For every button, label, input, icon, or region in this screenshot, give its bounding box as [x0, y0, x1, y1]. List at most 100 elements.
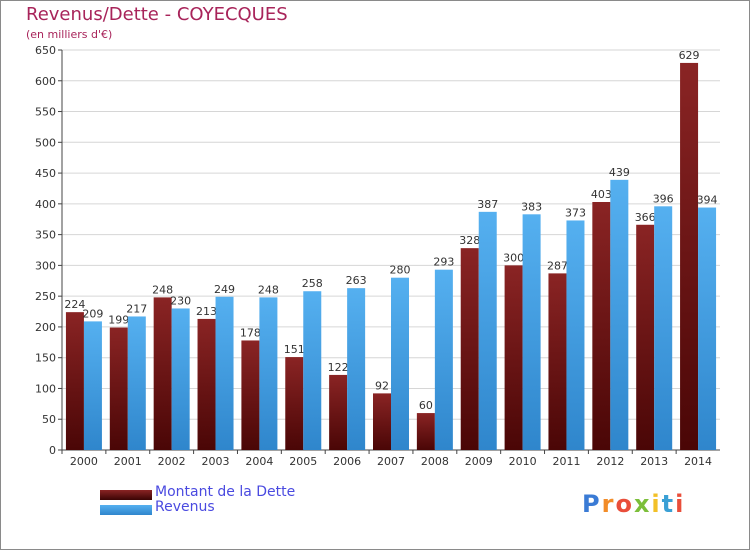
data-label-revenue: 263 [346, 274, 367, 287]
bar-debt [416, 413, 435, 450]
data-label-debt: 224 [64, 298, 85, 311]
data-label-debt: 60 [419, 399, 433, 412]
x-tick-label: 2011 [552, 455, 580, 468]
bar-debt [592, 202, 611, 450]
x-tick-label: 2007 [377, 455, 405, 468]
data-label-debt: 213 [196, 305, 217, 318]
data-label-debt: 122 [328, 361, 349, 374]
proxiti-logo: Proxiti [582, 490, 685, 518]
y-tick-label: 600 [35, 75, 56, 88]
data-label-debt: 151 [284, 343, 305, 356]
x-tick-label: 2005 [289, 455, 317, 468]
data-label-debt: 92 [375, 379, 389, 392]
data-label-revenue: 258 [302, 277, 323, 290]
legend-label-debt: Montant de la Dette [155, 484, 296, 500]
logo-letter: r [601, 490, 616, 518]
data-label-revenue: 209 [82, 307, 103, 320]
logo-letter: o [615, 490, 634, 518]
y-tick-label: 150 [35, 352, 56, 365]
bar-revenue [566, 220, 585, 450]
bar-debt [153, 297, 172, 450]
bar-revenue [698, 207, 717, 450]
data-label-debt: 178 [240, 326, 261, 339]
x-tick-label: 2006 [333, 455, 361, 468]
bar-debt [109, 327, 128, 450]
bar-revenue [215, 296, 234, 450]
x-tick-label: 2001 [114, 455, 142, 468]
bar-debt [197, 318, 216, 450]
x-tick-label: 2002 [158, 455, 186, 468]
y-tick-label: 50 [42, 413, 56, 426]
chart-subtitle: (en milliers d'€) [26, 28, 113, 41]
bar-revenue [171, 308, 190, 450]
bar-debt [504, 265, 523, 450]
bar-debt [636, 224, 655, 450]
data-label-revenue: 396 [653, 192, 674, 205]
x-tick-label: 2013 [640, 455, 668, 468]
x-tick-label: 2014 [684, 455, 712, 468]
bar-revenue [522, 214, 541, 450]
x-tick-label: 2009 [465, 455, 493, 468]
logo-letter: i [651, 490, 662, 518]
data-label-debt: 287 [547, 259, 568, 272]
logo-letter: i [675, 490, 686, 518]
bar-debt [329, 374, 348, 450]
bar-revenue [347, 288, 366, 450]
y-tick-label: 0 [49, 444, 56, 457]
data-label-debt: 629 [679, 49, 700, 62]
x-tick-label: 2003 [202, 455, 230, 468]
x-tick-label: 2004 [245, 455, 273, 468]
logo-letter: P [582, 490, 602, 518]
bar-debt [65, 312, 84, 450]
bar-revenue [610, 179, 629, 450]
y-tick-label: 300 [35, 259, 56, 272]
y-tick-label: 350 [35, 229, 56, 242]
bar-revenue [434, 269, 453, 450]
data-label-revenue: 249 [214, 283, 235, 296]
bar-debt [285, 357, 304, 450]
data-label-revenue: 217 [126, 302, 147, 315]
data-label-revenue: 383 [521, 200, 542, 213]
y-tick-label: 400 [35, 198, 56, 211]
data-label-debt: 403 [591, 188, 612, 201]
bar-debt [460, 248, 479, 450]
bar-revenue [303, 291, 322, 450]
legend-swatch-debt [100, 490, 152, 500]
data-label-debt: 328 [459, 234, 480, 247]
data-label-revenue: 280 [390, 264, 411, 277]
bar-debt [241, 340, 260, 450]
logo-letter: x [633, 490, 652, 518]
bar-debt [548, 273, 567, 450]
y-tick-label: 100 [35, 382, 56, 395]
bar-revenue [83, 321, 102, 450]
data-label-revenue: 439 [609, 166, 630, 179]
data-label-debt: 199 [108, 314, 129, 327]
data-label-debt: 366 [635, 211, 656, 224]
x-tick-label: 2008 [421, 455, 449, 468]
y-tick-label: 550 [35, 106, 56, 119]
legend-swatch-revenue [100, 505, 152, 515]
x-tick-label: 2012 [596, 455, 624, 468]
x-tick-label: 2000 [70, 455, 98, 468]
bar-revenue [654, 206, 673, 450]
data-label-debt: 300 [503, 251, 524, 264]
data-label-revenue: 394 [697, 194, 718, 207]
y-tick-label: 200 [35, 321, 56, 334]
data-label-revenue: 230 [170, 294, 191, 307]
legend-label-revenue: Revenus [155, 499, 215, 515]
bar-revenue [478, 211, 497, 450]
data-label-revenue: 373 [565, 206, 586, 219]
bar-revenue [391, 277, 409, 450]
bar-debt [680, 62, 699, 451]
data-label-revenue: 248 [258, 283, 279, 296]
y-tick-label: 250 [35, 290, 56, 303]
y-tick-label: 450 [35, 167, 56, 180]
y-tick-label: 650 [35, 44, 56, 57]
y-tick-label: 500 [35, 136, 56, 149]
chart-title: Revenus/Dette - COYECQUES [26, 4, 288, 25]
data-label-debt: 248 [152, 283, 173, 296]
bar-debt [373, 393, 391, 450]
data-label-revenue: 293 [433, 256, 454, 269]
bar-revenue [259, 297, 278, 450]
